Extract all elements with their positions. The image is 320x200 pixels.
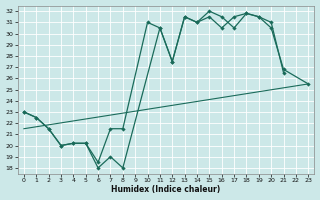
X-axis label: Humidex (Indice chaleur): Humidex (Indice chaleur) — [111, 185, 221, 194]
